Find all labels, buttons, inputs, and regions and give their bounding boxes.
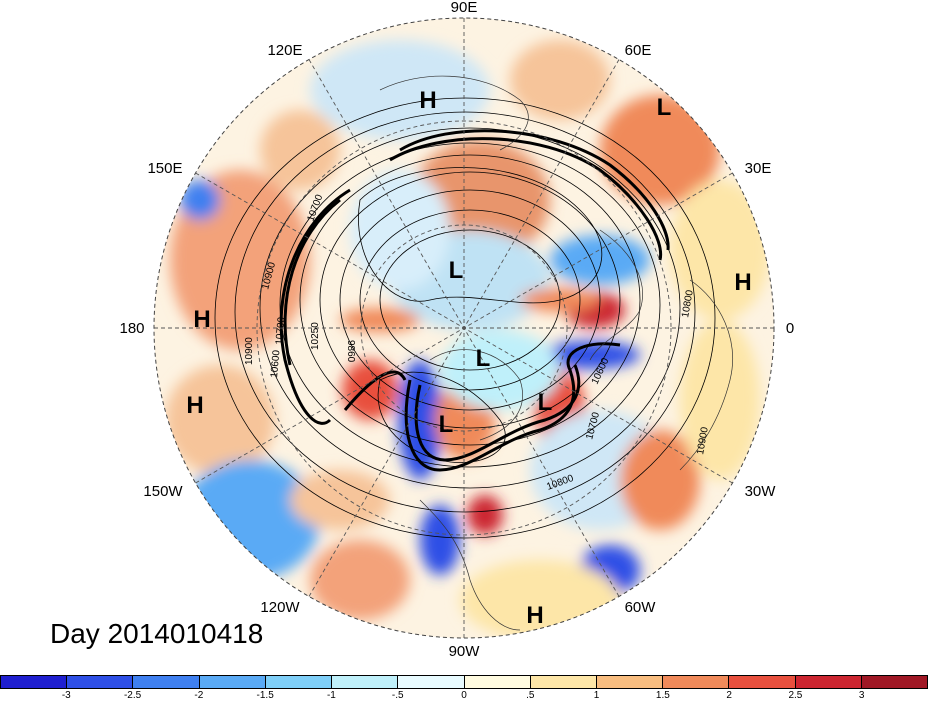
colorbar-swatch <box>332 676 399 688</box>
low-center: L <box>476 345 491 372</box>
contour-label: 10250 <box>310 322 321 350</box>
colorbar-tick-label: 1 <box>593 690 600 701</box>
colorbar-tick-label: -1.5 <box>256 690 274 701</box>
high-center: H <box>193 306 210 333</box>
colorbar-tick-label: 3 <box>858 690 865 701</box>
longitude-labels: 90E 60E 30E 0 30W 60W 90W 120W 150W 180 … <box>119 0 794 660</box>
contour-label: 9860 <box>345 340 356 363</box>
colorbar-swatch <box>530 676 597 688</box>
graticule <box>154 18 774 638</box>
colorbar-swatch <box>596 676 664 688</box>
high-center: H <box>734 269 751 296</box>
lon-label-150w: 150W <box>143 483 183 500</box>
colorbar-swatch <box>133 676 200 688</box>
height-contours <box>214 97 716 539</box>
contour-label: 10900 <box>244 337 255 365</box>
high-center: H <box>419 87 436 114</box>
colorbar-swatch <box>1 676 68 688</box>
low-center: L <box>657 94 672 121</box>
colorbar-swatch <box>67 676 134 688</box>
lon-label-180: 180 <box>119 320 144 337</box>
high-center: H <box>526 602 543 629</box>
lon-label-90w: 90W <box>449 643 481 660</box>
colorbar-tick-label: -.5 <box>391 690 404 701</box>
colorbar-tick-label: 2 <box>726 690 732 701</box>
colorbar-ticks: -3 -2.5 -2 -1.5 -1 -.5 0 .5 1 1.5 2 2.5 3 <box>0 690 928 702</box>
contour-label: 10800 <box>680 289 696 319</box>
lon-label-30e: 30E <box>745 160 772 177</box>
colorbar-swatch <box>199 676 266 688</box>
lon-label-120w: 120W <box>260 599 300 616</box>
colorbar-swatch <box>663 676 730 688</box>
date-label: Day 2014010418 <box>50 618 264 649</box>
lon-label-150e: 150E <box>147 160 182 177</box>
colorbar-swatch <box>795 676 862 688</box>
colorbar-tick-label: -2 <box>194 690 204 701</box>
low-center: L <box>538 389 553 416</box>
colorbar-tick-label: 1.5 <box>655 690 670 701</box>
colorbar-swatch <box>398 676 465 688</box>
colorbar-swatch <box>861 676 928 688</box>
colorbar-tick-label: -3 <box>61 690 71 701</box>
colorbar-swatch <box>729 676 796 688</box>
pressure-centers: H L H H H L L L L H <box>186 87 751 629</box>
low-center: L <box>449 257 464 284</box>
lon-label-90e: 90E <box>451 0 478 16</box>
lon-label-30w: 30W <box>745 483 777 500</box>
lon-label-60e: 60E <box>625 42 652 59</box>
colorbar-tick-label: 0 <box>461 690 467 701</box>
colorbar <box>0 675 928 689</box>
colorbar-tick-label: 2.5 <box>788 690 803 701</box>
coastlines <box>379 75 733 631</box>
high-center: H <box>186 392 203 419</box>
colorbar-tick-label: -2.5 <box>123 690 142 701</box>
lon-label-60w: 60W <box>625 599 657 616</box>
low-center: L <box>439 411 454 438</box>
colorbar-tick-label: .5 <box>526 690 535 701</box>
contour-label: 10700 <box>274 316 287 345</box>
lon-label-0: 0 <box>786 320 794 337</box>
colorbar-tick-label: -1 <box>326 690 336 701</box>
contour-label: 10900 <box>695 426 711 456</box>
colorbar-swatch <box>464 676 531 688</box>
colorbar-swatch <box>265 676 333 688</box>
map-boundary <box>153 17 775 639</box>
anomaly-field <box>154 18 774 638</box>
contour-label: 10600 <box>269 349 282 378</box>
lon-label-120e: 120E <box>267 42 302 59</box>
